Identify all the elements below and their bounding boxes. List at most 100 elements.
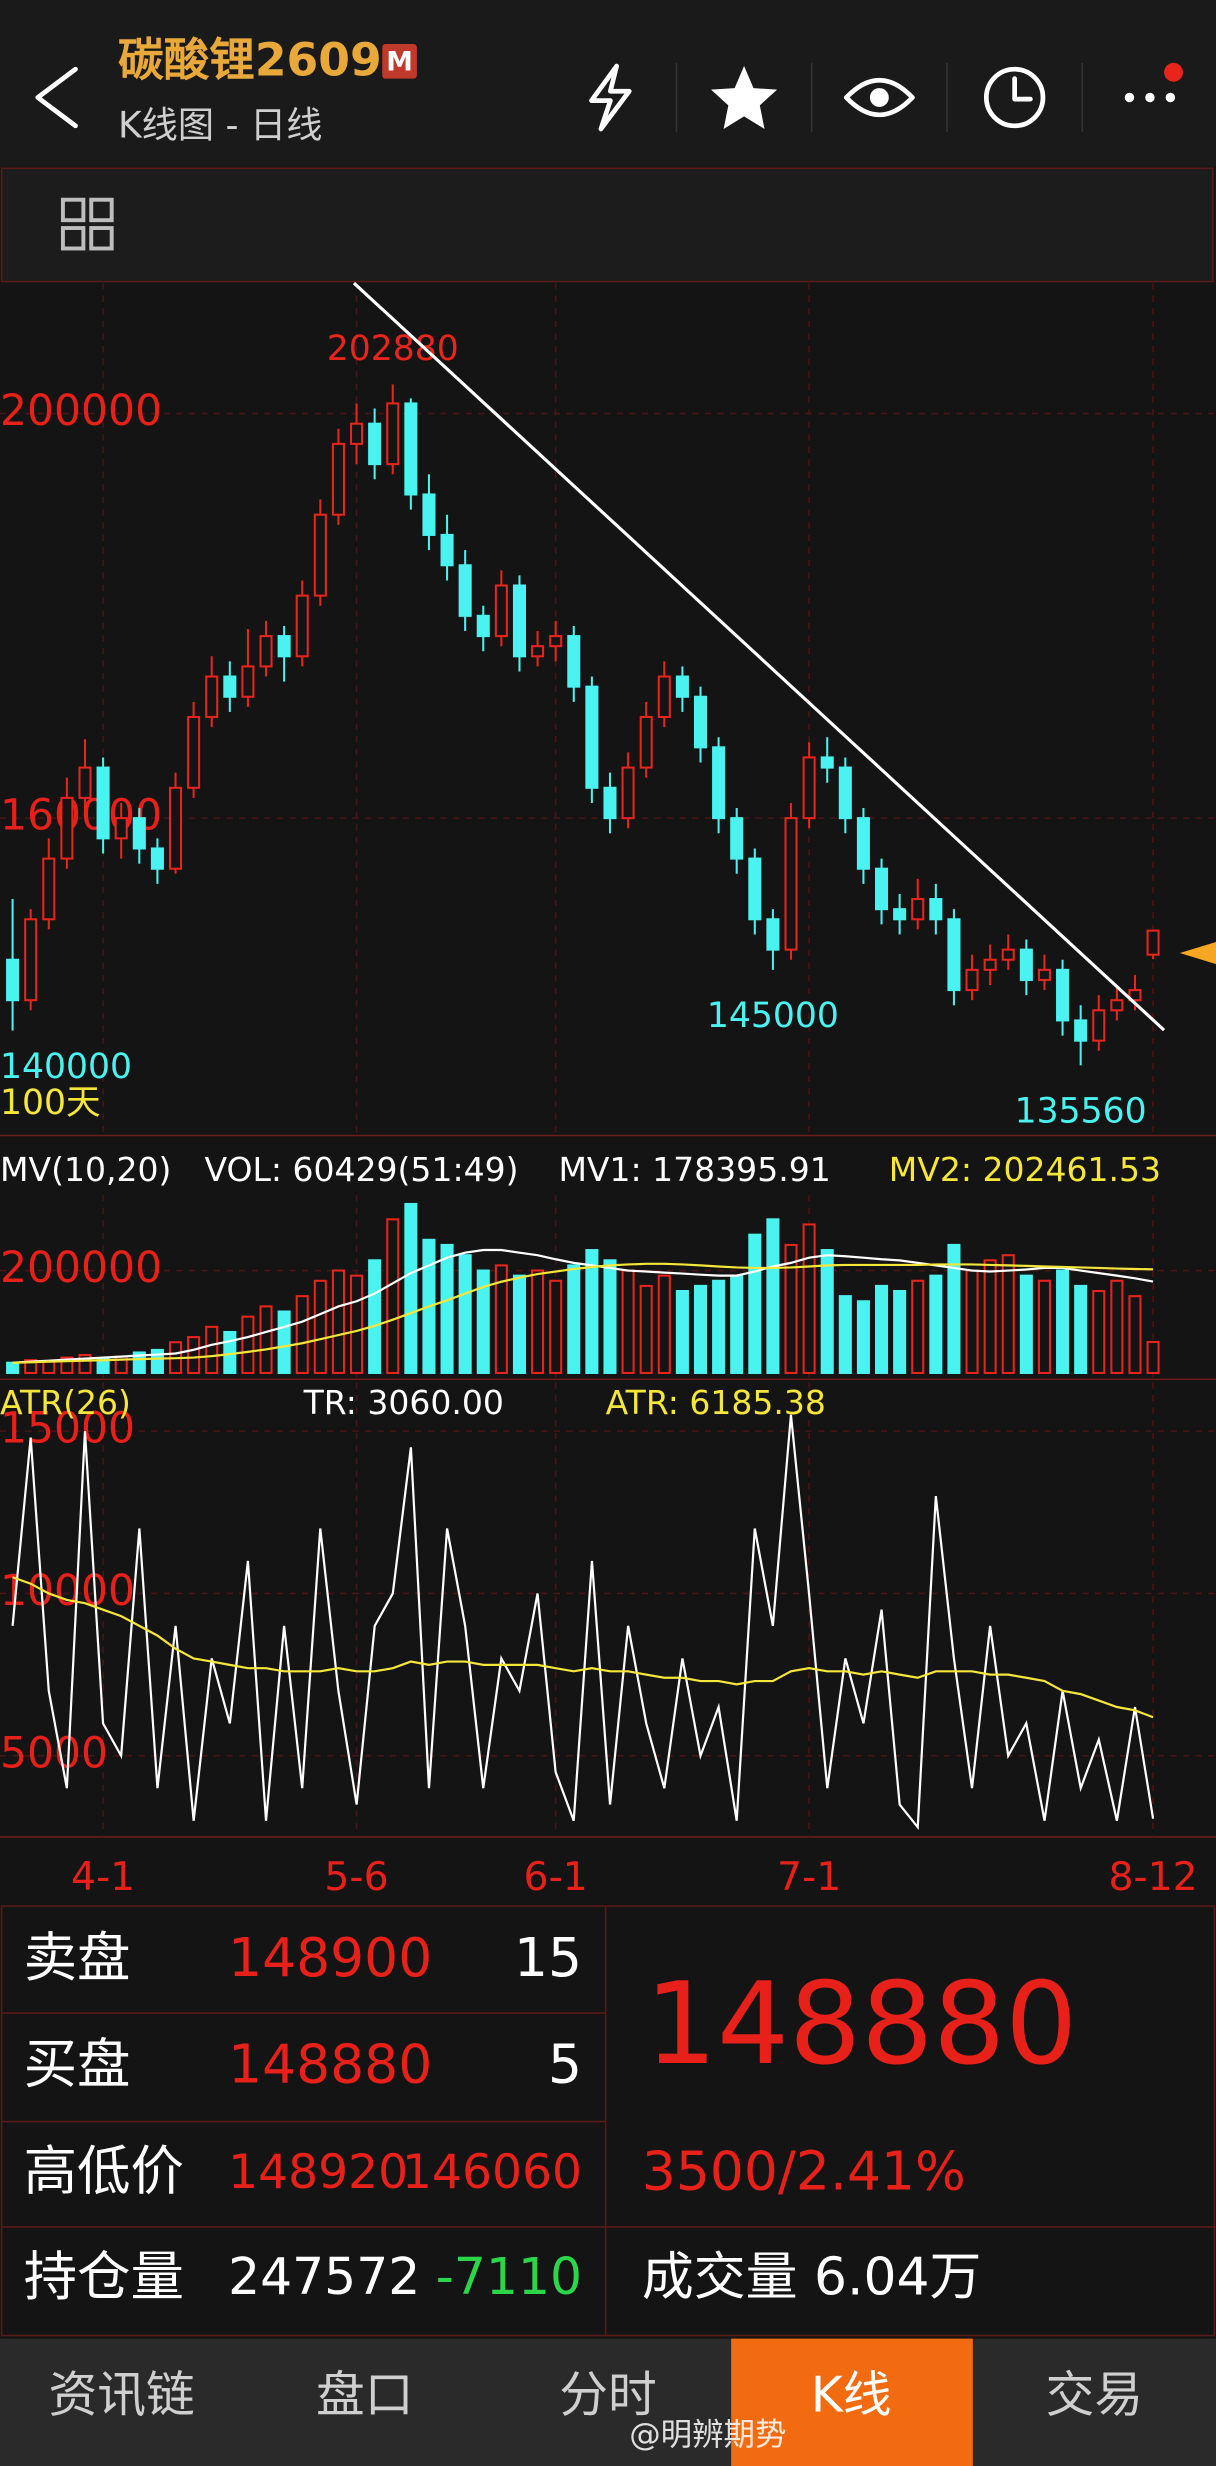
candle-body [875,867,889,911]
volume-bar [712,1279,726,1374]
volume-bar [60,1356,74,1374]
candle-body [205,675,219,719]
legend-item: MV2: 202461.53 [889,1150,1161,1189]
candle-body [277,635,291,658]
more-dot [1145,92,1155,103]
x-tick-label: 8-12 [1108,1855,1197,1900]
volume-bar [639,1284,653,1374]
toolbar [0,167,1214,283]
candle-body [585,685,599,789]
legend-item: MV(10,20) [0,1150,171,1189]
last-price: 148880 [645,1958,1077,2090]
candle-body [784,817,798,951]
candle-body [802,756,816,820]
candle-body [1110,999,1124,1012]
volume-bar [350,1274,364,1374]
volume-bar [259,1305,273,1374]
price-change: 3500/2.41% [642,2140,966,2203]
candle-body [838,766,852,820]
quote-high: 148920 [228,2145,408,2200]
volume-bar [621,1269,635,1374]
candle-body [820,756,834,769]
candle-body [24,918,38,1002]
tab[interactable]: K线 [811,2367,892,2423]
volume-bar [78,1354,92,1374]
star-icon[interactable] [711,66,778,129]
more-dot [1165,92,1176,103]
volume-bar [313,1279,327,1374]
volume-bar [947,1243,961,1374]
back-button[interactable] [35,66,78,129]
volume-bar [1056,1269,1070,1374]
volume-bar [1092,1290,1106,1374]
badge: M [386,46,413,77]
clock-icon[interactable] [983,66,1046,129]
badge-bg [382,44,417,79]
tab[interactable]: 分时 [559,2367,657,2423]
candle-body [114,817,128,840]
volume-bar [766,1218,780,1374]
clock-hands [1012,76,1033,102]
flash-icon[interactable] [589,63,632,132]
candle-body [132,817,146,850]
volume-bar [1110,1279,1124,1374]
open-interest: 247572 [228,2247,420,2306]
watermark: @明辨期势 [629,2417,786,2453]
more-dot[interactable] [1124,92,1135,103]
indicator-line [12,1248,1154,1364]
candle-body [42,857,56,921]
candle-body [60,796,74,860]
candle-body [512,584,526,658]
legend-item: ATR: 6185.38 [606,1383,826,1422]
volume-bar [440,1243,454,1374]
candle-body [476,614,490,638]
volume-bar [476,1269,490,1374]
candle-body [549,635,563,648]
title: 碳酸锂2609 [118,33,382,86]
candle-body [368,422,382,466]
candle-body [404,402,418,496]
volume-bar [820,1249,834,1374]
candle-body [657,675,671,719]
extreme-label: 202880 [327,329,459,369]
candle-body [730,817,744,860]
volume-bar [911,1279,925,1374]
candle-body [1146,929,1160,956]
x-tick-label: 7-1 [777,1855,841,1900]
tab[interactable]: 盘口 [316,2367,414,2423]
volume-bar [458,1254,472,1374]
volume-bar [893,1290,907,1374]
price-marker [1179,942,1216,965]
extreme-label: 145000 [707,996,839,1036]
candle-body [494,584,508,638]
tab[interactable]: 资讯链 [48,2367,194,2423]
candle-body [639,715,653,769]
volume-bar [603,1259,617,1374]
x-tick-label: 5-6 [324,1855,388,1900]
quote-label: 持仓量 [24,2245,184,2308]
indicator-line [11,1414,1155,1831]
y-tick-label: 200000 [0,1244,162,1293]
candle-body [693,695,708,749]
candle-body [223,675,237,698]
volume-bar [1037,1279,1051,1374]
candle-body [331,442,345,516]
eye-icon[interactable] [843,77,915,118]
volume-bar [223,1330,237,1374]
volume-bar [512,1274,526,1374]
tab[interactable]: 交易 [1046,2367,1144,2423]
volume-bar [1074,1284,1088,1374]
volume-bar [657,1274,671,1374]
layout-icon[interactable] [60,197,114,251]
quote-size: 5 [548,2033,582,2096]
quote-label: 高低价 [24,2140,184,2203]
quote-grid [0,1905,1216,2337]
candle-body [168,786,183,870]
charts: 4-1 5-6 6-1 7-1 8-12160000200000140000100天20… [0,283,1216,1900]
candle-body [1019,948,1033,981]
candle-body [259,635,273,668]
quote-low: 146060 [402,2145,582,2200]
